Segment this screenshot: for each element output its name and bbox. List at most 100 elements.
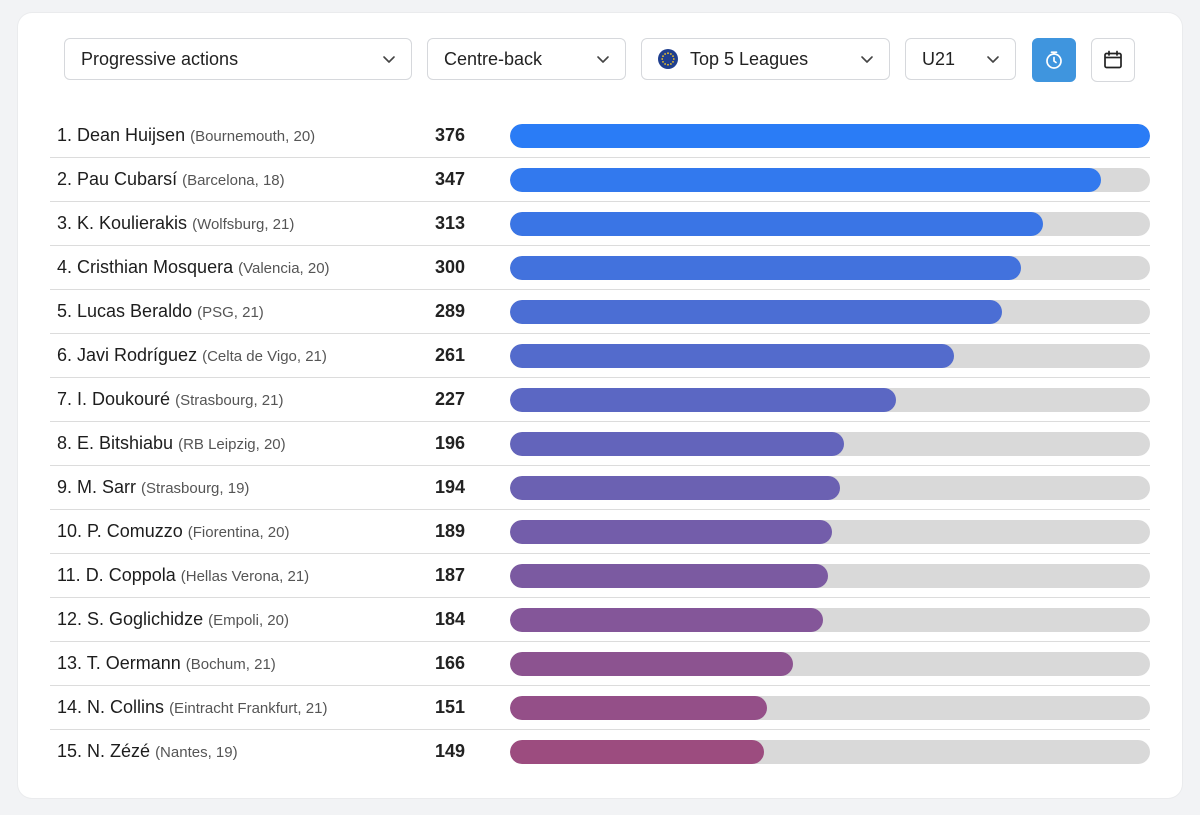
bar [510,124,1150,148]
table-row[interactable]: 15. N. Zézé (Nantes, 19) 149 [50,730,1150,774]
position-select[interactable]: Centre-back [427,38,626,80]
table-row[interactable]: 3. K. Koulierakis (Wolfsburg, 21) 313 [50,202,1150,246]
player-name: 6. Javi Rodríguez [57,345,198,365]
bar [510,432,844,456]
chevron-down-icon [595,51,611,67]
value-label: 313 [434,213,466,233]
table-row[interactable]: 8. E. Bitshiabu (RB Leipzig, 20) 196 [50,422,1150,466]
table-row[interactable]: 14. N. Collins (Eintracht Frankfurt, 21)… [50,686,1150,730]
player-club-age: (Nantes, 19) [155,744,238,761]
player-label: 5. Lucas Beraldo (PSG, 21) [57,290,264,333]
table-row[interactable]: 9. M. Sarr (Strasbourg, 19) 194 [50,466,1150,510]
filter-toolbar: Progressive actions Centre-back [18,13,1182,113]
player-name: 11. D. Coppola [57,565,176,585]
value-label: 227 [434,389,466,409]
player-club-age: (Strasbourg, 19) [141,480,250,497]
value-label: 187 [434,565,466,585]
player-label: 3. K. Koulierakis (Wolfsburg, 21) [57,202,294,245]
player-label: 2. Pau Cubarsí (Barcelona, 18) [57,158,285,201]
table-row[interactable]: 11. D. Coppola (Hellas Verona, 21) 187 [50,554,1150,598]
value-label: 261 [434,345,466,365]
bar [510,300,1002,324]
value-label: 289 [434,301,466,321]
table-row[interactable]: 12. S. Goglichidze (Empoli, 20) 184 [50,598,1150,642]
season-calendar-button[interactable] [1091,38,1135,82]
player-name: 5. Lucas Beraldo [57,301,193,321]
age-group-select[interactable]: U21 [905,38,1016,80]
table-row[interactable]: 10. P. Comuzzo (Fiorentina, 20) 189 [50,510,1150,554]
player-name: 12. S. Goglichidze [57,609,204,629]
bar-track [510,432,1150,456]
table-row[interactable]: 13. T. Oermann (Bochum, 21) 166 [50,642,1150,686]
player-label: 11. D. Coppola (Hellas Verona, 21) [57,554,309,597]
competition-select[interactable]: Top 5 Leagues [641,38,890,80]
player-club-age: (Fiorentina, 20) [187,524,290,541]
player-club-age: (Strasbourg, 21) [175,392,284,409]
bar-track [510,696,1150,720]
value-label: 166 [434,653,466,673]
bar-track [510,344,1150,368]
bar [510,344,955,368]
player-club-age: (Eintracht Frankfurt, 21) [169,700,328,717]
player-club-age: (Valencia, 20) [238,260,330,277]
player-club-age: (Bochum, 21) [185,656,276,673]
stopwatch-icon [1044,50,1064,70]
player-name: 10. P. Comuzzo [57,521,183,541]
bar-track [510,564,1150,588]
age-group-select-value: U21 [922,48,956,69]
value-label: 300 [434,257,466,277]
player-label: 12. S. Goglichidze (Empoli, 20) [57,598,289,641]
table-row[interactable]: 7. I. Doukouré (Strasbourg, 21) 227 [50,378,1150,422]
player-name: 2. Pau Cubarsí [57,169,178,189]
bar [510,256,1021,280]
bar [510,520,832,544]
value-label: 347 [434,169,466,189]
player-label: 4. Cristhian Mosquera (Valencia, 20) [57,246,330,289]
table-row[interactable]: 5. Lucas Beraldo (PSG, 21) 289 [50,290,1150,334]
table-row[interactable]: 6. Javi Rodríguez (Celta de Vigo, 21) 261 [50,334,1150,378]
table-row[interactable]: 2. Pau Cubarsí (Barcelona, 18) 347 [50,158,1150,202]
value-label: 194 [434,477,466,497]
bar [510,388,897,412]
player-label: 8. E. Bitshiabu (RB Leipzig, 20) [57,422,286,465]
eu-globe-icon [658,49,678,69]
bar-track [510,256,1150,280]
bar-track [510,212,1150,236]
calendar-icon [1103,50,1123,70]
player-name: 13. T. Oermann [57,653,181,673]
bar [510,652,793,676]
player-name: 9. M. Sarr [57,477,137,497]
bar [510,740,764,764]
position-select-value: Centre-back [444,48,543,69]
player-label: 14. N. Collins (Eintracht Frankfurt, 21) [57,686,327,729]
competition-select-value: Top 5 Leagues [690,48,809,69]
player-name: 8. E. Bitshiabu [57,433,174,453]
table-row[interactable]: 4. Cristhian Mosquera (Valencia, 20) 300 [50,246,1150,290]
bar-track [510,388,1150,412]
bar-track [510,520,1150,544]
player-name: 14. N. Collins [57,697,165,717]
per90-toggle-button[interactable] [1032,38,1076,82]
player-club-age: (Hellas Verona, 21) [180,568,310,585]
player-club-age: (Barcelona, 18) [182,172,285,189]
bar-track [510,124,1150,148]
bar-track [510,300,1150,324]
player-label: 15. N. Zézé (Nantes, 19) [57,730,238,773]
player-club-age: (Wolfsburg, 21) [192,216,295,233]
chevron-down-icon [985,51,1001,67]
value-label: 376 [434,125,466,145]
bar [510,212,1043,236]
value-label: 184 [434,609,466,629]
leaderboard-card: Progressive actions Centre-back [18,13,1182,798]
bar-track [510,476,1150,500]
table-row[interactable]: 1. Dean Huijsen (Bournemouth, 20) 376 [50,114,1150,158]
player-name: 4. Cristhian Mosquera [57,257,234,277]
metric-select-value: Progressive actions [81,48,239,69]
metric-select[interactable]: Progressive actions [64,38,412,80]
player-label: 9. M. Sarr (Strasbourg, 19) [57,466,249,509]
value-label: 151 [434,697,466,717]
leaderboard-list: 1. Dean Huijsen (Bournemouth, 20) 376 2. P… [50,114,1150,774]
player-club-age: (Empoli, 20) [208,612,289,629]
value-label: 149 [434,741,466,761]
bar-track [510,608,1150,632]
